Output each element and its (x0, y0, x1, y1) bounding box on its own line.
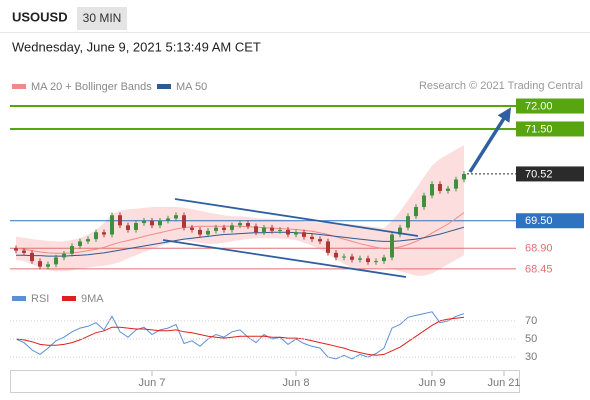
indicator-line (15, 311, 465, 360)
candle-body (302, 232, 306, 237)
legend-swatch (12, 84, 26, 89)
candle-body (38, 261, 42, 267)
y-tick-label: 70 (525, 315, 537, 327)
x-tick-label: Jun 7 (139, 377, 166, 389)
candle-body (158, 220, 162, 226)
candle-body (174, 215, 178, 219)
candle-body (102, 232, 106, 235)
level-label-box (516, 121, 584, 137)
candle-body (182, 215, 186, 228)
candle-body (110, 215, 114, 235)
candle-body (462, 173, 466, 180)
candle-body (14, 248, 18, 251)
x-tick-label: Jun 8 (283, 377, 310, 389)
interval-button-bg[interactable] (77, 7, 127, 30)
candle-body (86, 239, 90, 242)
symbol-tab[interactable]: USOUSD (12, 9, 68, 24)
interval-button[interactable]: 30 MIN (83, 11, 122, 25)
candle-body (438, 184, 442, 191)
candle-body (398, 227, 402, 235)
candle-body (422, 195, 426, 207)
indicator-line (15, 316, 465, 356)
legend-label: RSI (31, 293, 49, 305)
level-label: 72.00 (525, 100, 553, 112)
candle-body (78, 241, 82, 246)
candle-body (358, 258, 362, 260)
bollinger-band (16, 145, 464, 276)
channel-upper (174, 198, 419, 237)
candle-body (166, 218, 170, 221)
candle-body (238, 223, 242, 226)
candle-body (310, 236, 314, 240)
candle-body (390, 234, 394, 258)
candle-body (414, 206, 418, 217)
candle-body (22, 250, 26, 253)
candle-body (318, 239, 322, 242)
level-label-box (516, 213, 584, 229)
timestamp: Wednesday, June 9, 2021 5:13:49 AM CET (12, 39, 261, 54)
candle-body (62, 253, 66, 258)
x-tick-label: Jun 9 (419, 377, 446, 389)
level-label-box (516, 166, 584, 182)
candle-body (366, 258, 370, 263)
y-tick-label: 30 (525, 351, 537, 363)
candle-body (454, 179, 458, 189)
channel-lower (162, 239, 407, 278)
source-credit: Research © 2021 Trading Central (419, 80, 583, 92)
candle-body (246, 223, 250, 227)
candle-body (70, 245, 74, 254)
candle-body (254, 226, 258, 233)
candle-body (222, 227, 226, 230)
candle-body (142, 220, 146, 224)
candle-body (214, 227, 218, 231)
candle-body (334, 252, 338, 258)
candle-body (262, 227, 266, 233)
candle-body (30, 252, 34, 262)
candle-body (206, 230, 210, 235)
x-axis-box (10, 370, 520, 393)
projection-arrow (468, 107, 511, 173)
legend-swatch (157, 84, 171, 89)
candle-body (94, 232, 98, 240)
candle-body (406, 216, 410, 228)
moving-average (16, 226, 465, 257)
legend-swatch (62, 296, 76, 301)
candle-body (190, 227, 194, 230)
level-label: 68.90 (525, 243, 553, 255)
candle-body (230, 225, 234, 230)
candle-body (134, 223, 138, 230)
legend-label: MA 50 (176, 81, 207, 93)
level-label: 68.45 (525, 263, 553, 275)
level-label-box (516, 98, 584, 114)
candle-body (342, 256, 346, 258)
candle-body (54, 257, 58, 265)
candle-body (446, 188, 450, 191)
candle-body (270, 227, 274, 231)
candle-body (350, 256, 354, 260)
candle-body (382, 257, 386, 262)
candle-body (430, 184, 434, 196)
x-tick-label: Jun 21 (487, 377, 520, 389)
candle-body (326, 241, 330, 253)
level-label: 69.50 (525, 215, 553, 227)
candle-body (286, 229, 290, 235)
level-label: 70.52 (525, 168, 553, 180)
candle-body (374, 261, 378, 263)
legend-swatch (12, 296, 26, 301)
legend-label: MA 20 + Bollinger Bands (31, 81, 152, 93)
candle-body (126, 225, 130, 230)
candle-body (198, 229, 202, 235)
candle-body (150, 220, 154, 226)
candle-body (278, 229, 282, 231)
level-label: 71.50 (525, 123, 553, 135)
candle-body (294, 232, 298, 235)
price-plot: 72.00 71.50 70.52 69.50 68.90 68.45 (10, 98, 584, 360)
candle-body (118, 215, 122, 226)
legend-label: 9MA (81, 293, 104, 305)
y-tick-label: 50 (525, 333, 537, 345)
candle-body (46, 264, 50, 267)
